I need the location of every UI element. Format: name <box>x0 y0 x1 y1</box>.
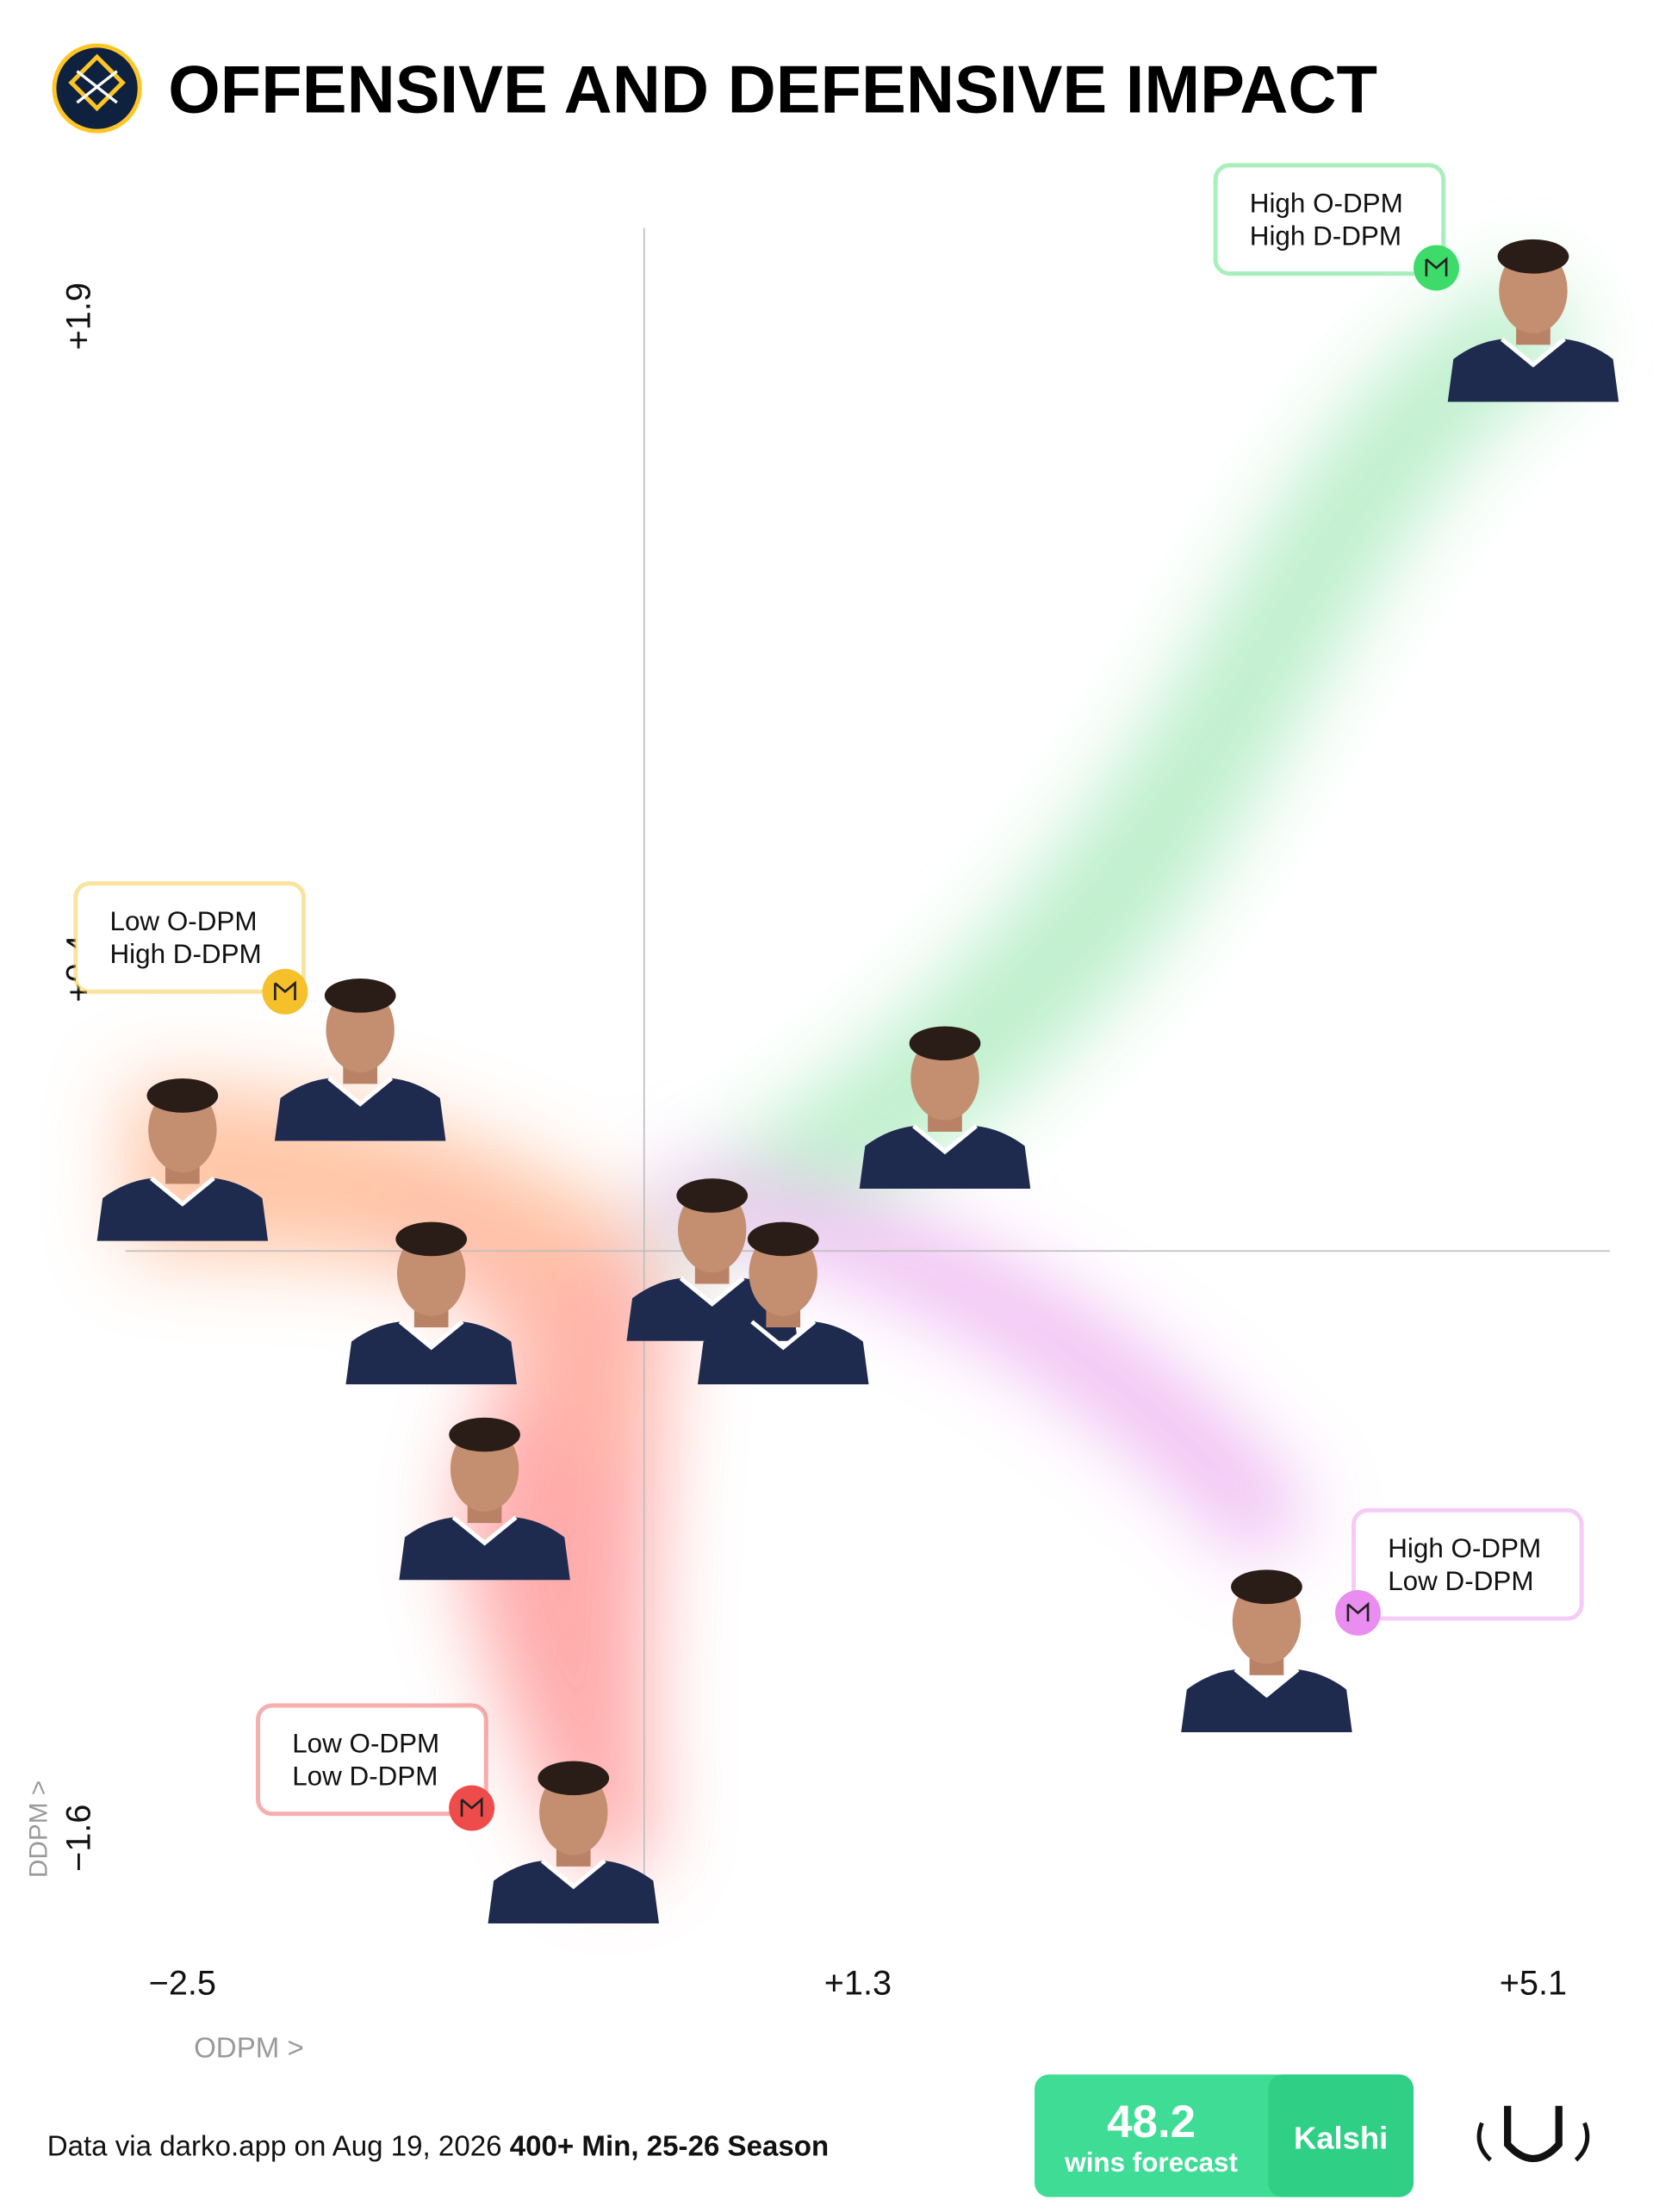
player-marker <box>1181 1569 1352 1732</box>
chart-title: OFFENSIVE AND DEFENSIVE IMPACT <box>168 53 1377 127</box>
hair <box>324 978 396 1013</box>
source-bold: 400+ Min, 25-26 Season <box>510 2131 829 2163</box>
quadrant-label: High O-DPM <box>1250 188 1403 218</box>
jersey-trim <box>679 1276 745 1307</box>
quadrant-box <box>73 881 306 994</box>
quadrant-label: Low O-DPM <box>292 1729 439 1759</box>
team-logo <box>52 43 142 134</box>
source-note: Data via darko.app on Aug 19, 2026 400+ … <box>47 2131 830 2163</box>
player-marker <box>345 1221 517 1385</box>
badge-brand-area <box>1268 2074 1414 2197</box>
player-marker <box>399 1417 570 1581</box>
jersey-trim <box>750 1320 817 1351</box>
jersey <box>274 1078 446 1141</box>
x-tick-label: −2.5 <box>149 1965 216 2003</box>
hair <box>538 1761 610 1796</box>
quadrant-box <box>1352 1507 1584 1621</box>
quadrant-label: Low D-DPM <box>292 1762 438 1792</box>
hair <box>395 1221 468 1257</box>
quadrant-label: High O-DPM <box>1388 1533 1541 1563</box>
player-marker <box>96 1078 269 1241</box>
jersey <box>399 1517 570 1581</box>
hair <box>747 1221 819 1257</box>
player-marker <box>859 1026 1031 1190</box>
y-axis-label: DDPM > <box>25 1780 53 1878</box>
quadrant-label: High D-DPM <box>109 939 261 969</box>
jersey-trim <box>451 1515 518 1546</box>
quadrant-label: Low O-DPM <box>109 906 257 936</box>
jersey-trim <box>1234 1668 1300 1699</box>
forecast-brand: Kalshi <box>1294 2120 1388 2155</box>
jersey <box>1447 339 1619 402</box>
jersey <box>96 1177 269 1241</box>
player-marker <box>1447 239 1619 402</box>
quadrant-box <box>256 1703 488 1817</box>
forecast-value: 48.2 <box>1107 2097 1196 2147</box>
x-tick-label: +1.3 <box>824 1965 892 2003</box>
quadrant-label: Low D-DPM <box>1388 1566 1533 1596</box>
jersey-trim <box>327 1076 394 1107</box>
jersey-trim <box>540 1859 606 1890</box>
hair <box>1231 1569 1302 1605</box>
player-marker <box>697 1221 869 1385</box>
hair <box>449 1417 520 1452</box>
jersey <box>488 1861 660 1924</box>
hair <box>1497 239 1569 274</box>
jersey <box>859 1126 1031 1190</box>
x-tick-label: +5.1 <box>1500 1965 1567 2003</box>
hair <box>146 1078 219 1113</box>
brand-logo <box>1476 2105 1590 2162</box>
footer: Data via darko.app on Aug 19, 2026 400+ … <box>47 2074 1590 2197</box>
jersey-trim <box>398 1320 464 1351</box>
quadrant-icon-glyph <box>274 980 296 1001</box>
source-text: Data via darko.app on Aug 19, 2026 <box>47 2131 502 2163</box>
y-tick-label: −1.6 <box>59 1805 97 1872</box>
y-tick-label: +1.9 <box>59 283 97 350</box>
jersey-trim <box>1500 337 1566 368</box>
jersey <box>697 1321 869 1385</box>
quadrant-box <box>1213 163 1446 276</box>
quadrant-icon-glyph <box>1425 257 1448 276</box>
jersey <box>345 1321 517 1385</box>
jersey <box>1181 1669 1352 1732</box>
x-axis-label: ODPM > <box>194 2033 304 2065</box>
hair <box>676 1178 749 1213</box>
quadrant-icon-glyph <box>1346 1601 1370 1622</box>
player-marker <box>488 1761 660 1924</box>
hair <box>909 1026 981 1061</box>
forecast-label: wins forecast <box>1064 2147 1238 2178</box>
quadrant-label: High D-DPM <box>1250 221 1401 252</box>
jersey-trim <box>912 1124 978 1155</box>
quadrant-icon-glyph <box>460 1797 483 1817</box>
jersey-trim <box>149 1176 215 1207</box>
player-marker <box>274 978 446 1141</box>
